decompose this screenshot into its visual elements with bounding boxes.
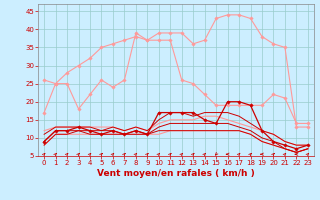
X-axis label: Vent moyen/en rafales ( km/h ): Vent moyen/en rafales ( km/h ) — [97, 169, 255, 178]
